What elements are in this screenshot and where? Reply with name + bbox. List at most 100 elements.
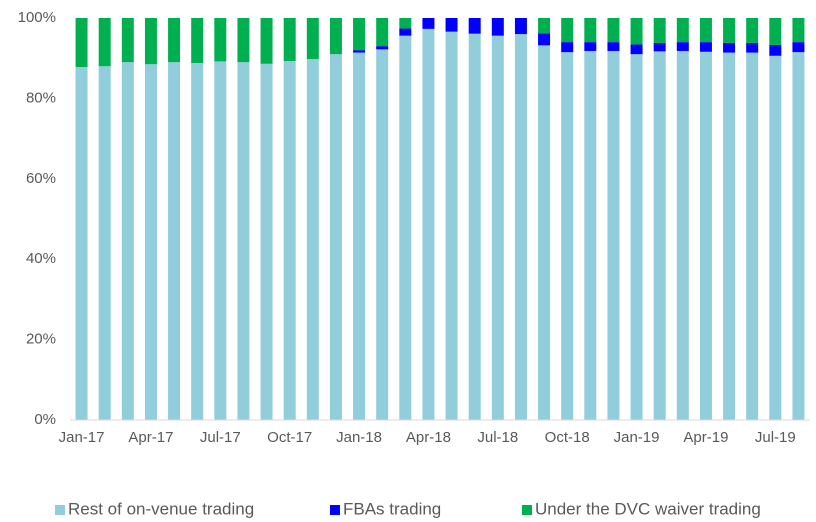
bar-segment: [561, 18, 574, 43]
bar-segment: [676, 42, 689, 51]
x-tick-label: Jul-18: [477, 429, 518, 446]
bar-segment: [723, 52, 736, 421]
bar-segment: [214, 18, 227, 62]
bar-segment: [283, 61, 296, 420]
bar-segment: [191, 63, 204, 421]
bar-segment: [329, 54, 342, 421]
bar-segment: [653, 18, 666, 43]
x-tick-label: Jan-18: [336, 429, 382, 446]
bar-segment: [376, 46, 389, 50]
x-tick-label: Apr-19: [683, 429, 728, 446]
bar-segment: [445, 31, 458, 420]
bar-segment: [538, 45, 551, 420]
bar-segment: [699, 42, 712, 52]
bar-segment: [121, 18, 134, 63]
y-tick-label: 100%: [18, 9, 56, 26]
bar-segment: [561, 42, 574, 53]
bar-segment: [237, 62, 250, 420]
bar-segment: [214, 61, 227, 420]
bar-segment: [98, 66, 111, 421]
bar-segment: [491, 35, 504, 421]
bar-segment: [561, 52, 574, 421]
x-tick-label: Oct-18: [545, 429, 590, 446]
bar-segment: [468, 33, 481, 420]
y-tick-label: 20%: [26, 331, 56, 348]
bar-segment: [584, 42, 597, 51]
y-tick-label: 0%: [34, 411, 56, 428]
bar-segment: [376, 49, 389, 421]
bar-segment: [260, 18, 273, 64]
bar-segment: [376, 18, 389, 47]
legend-label: Rest of on-venue trading: [68, 499, 254, 518]
bar-segment: [699, 51, 712, 420]
bar-segment: [676, 18, 689, 43]
bar-segment: [723, 42, 736, 53]
x-tick-label: Apr-17: [128, 429, 173, 446]
bar-segment: [98, 18, 111, 67]
bar-segment: [769, 55, 782, 421]
bar-segment: [422, 28, 435, 420]
bar-segment: [699, 18, 712, 43]
bar-segment: [422, 18, 435, 29]
x-tick-label: Jan-19: [614, 429, 660, 446]
bar-segment: [584, 18, 597, 43]
bar-segment: [191, 18, 204, 64]
bar-segment: [607, 50, 620, 421]
x-tick-label: Apr-18: [406, 429, 451, 446]
bar-segment: [769, 18, 782, 45]
legend-swatch: [522, 505, 532, 515]
bar-segment: [792, 18, 805, 43]
bar-segment: [746, 18, 759, 43]
bar-segment: [399, 18, 412, 29]
bar-segment: [653, 42, 666, 52]
bar-segment: [630, 54, 643, 421]
bar-segment: [75, 67, 88, 420]
bar-segment: [353, 50, 366, 53]
bar-segment: [237, 18, 250, 63]
bar-segment: [75, 18, 88, 68]
bar-segment: [514, 34, 527, 420]
bar-segment: [399, 28, 412, 36]
bar-segment: [746, 42, 759, 53]
bar-segment: [121, 62, 134, 420]
bar-segment: [491, 18, 504, 36]
bar-segment: [283, 18, 296, 62]
bar-segment: [329, 18, 342, 55]
bar-segment: [168, 18, 181, 63]
bar-segment: [445, 18, 458, 32]
legend-label: FBAs trading: [343, 499, 441, 518]
bar-segment: [353, 18, 366, 51]
legend-label: Under the DVC waiver trading: [535, 499, 761, 518]
bar-segment: [746, 52, 759, 421]
bar-segment: [306, 18, 319, 60]
bar-segment: [260, 63, 273, 420]
bar-segment: [144, 64, 157, 420]
bar-segment: [144, 18, 157, 65]
bar-segment: [168, 62, 181, 420]
x-tick-label: Jul-17: [200, 429, 241, 446]
bar-segment: [538, 33, 551, 46]
x-tick-label: Oct-17: [267, 429, 312, 446]
bar-segment: [399, 35, 412, 421]
bar-segment: [792, 52, 805, 421]
x-tick-label: Jan-17: [59, 429, 105, 446]
y-tick-label: 60%: [26, 170, 56, 187]
bar-segment: [538, 18, 551, 34]
bar-segment: [514, 18, 527, 35]
bar-segment: [653, 51, 666, 421]
bar-segment: [676, 50, 689, 421]
bar-segment: [584, 50, 597, 421]
y-tick-label: 40%: [26, 250, 56, 267]
bar-segment: [630, 18, 643, 45]
bar-segment: [723, 18, 736, 43]
bar-segment: [353, 52, 366, 421]
y-tick-label: 80%: [26, 89, 56, 106]
legend-swatch: [55, 505, 65, 515]
bar-segment: [607, 42, 620, 51]
legend-swatch: [330, 505, 340, 515]
bar-segment: [792, 42, 805, 53]
bar-segment: [607, 18, 620, 43]
bar-segment: [769, 44, 782, 56]
bar-segment: [306, 59, 319, 421]
